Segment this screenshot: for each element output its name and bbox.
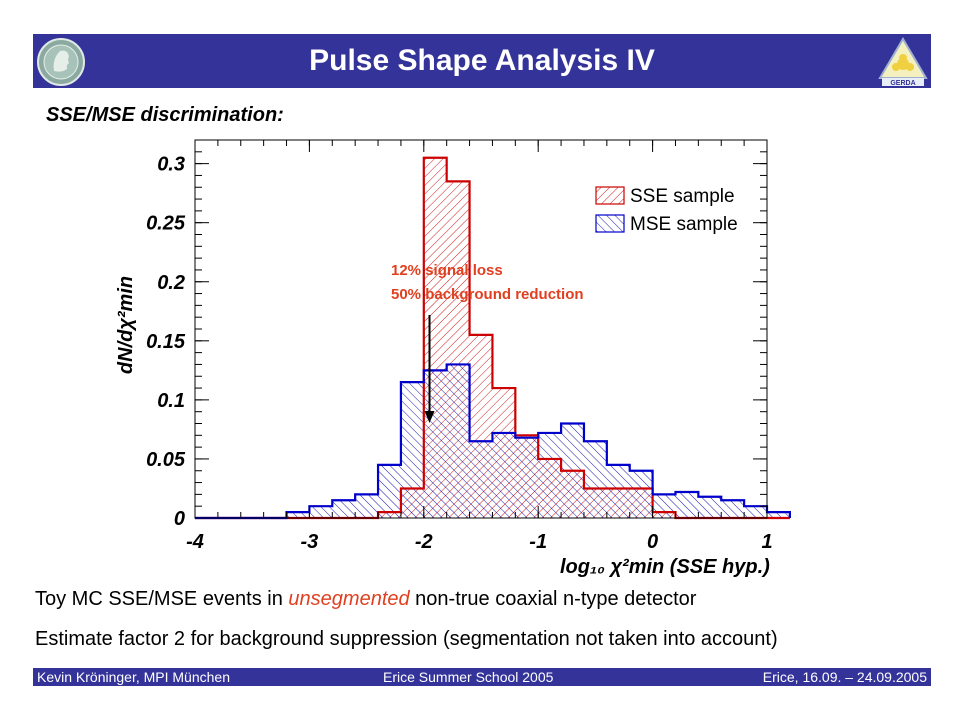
histogram-bin-mse [515, 437, 539, 518]
histogram-bin-mse [629, 470, 653, 518]
x-axis-label: log₁₀ χ²min (SSE hyp.) [560, 556, 770, 578]
histogram-bin-mse [286, 512, 310, 518]
histogram-bin-mse [309, 506, 333, 518]
footer-event: Erice Summer School 2005 [383, 669, 554, 685]
body-text-line-1-a: Toy MC SSE/MSE events in [35, 588, 289, 610]
histogram-bin-mse [698, 496, 722, 518]
y-axis-label: dN/dχ²min [115, 276, 137, 374]
y-tick-label: 0.2 [157, 272, 185, 294]
y-tick-label: 0.05 [146, 449, 186, 471]
body-text-line-2: Estimate factor 2 for background suppres… [35, 628, 778, 650]
histogram-bin-mse [606, 464, 630, 518]
x-tick-label: -2 [415, 531, 433, 553]
histogram-bin-mse [446, 364, 470, 518]
annotation-arrow-head [424, 411, 435, 423]
logo-right-text: GERDA [890, 80, 915, 87]
x-tick-label: -1 [529, 531, 547, 553]
footer-date: Erice, 16.09. – 24.09.2005 [762, 669, 927, 685]
x-tick-label: -4 [186, 531, 204, 553]
histogram-bin-mse [767, 512, 790, 518]
gerda-logo-icon: GERDA [876, 36, 930, 88]
legend-swatch-mse [595, 214, 625, 233]
histogram-bin-mse [675, 492, 699, 518]
annotation: 12% signal loss 50% background reduction [391, 262, 584, 423]
y-tick-label: 0.3 [157, 154, 185, 176]
histogram-bin-mse [423, 370, 447, 518]
legend-label-mse: MSE sample [630, 214, 738, 235]
y-tick-label: 0.25 [146, 213, 186, 235]
histogram-bin-mse [538, 432, 562, 518]
y-tick-label: 0.1 [157, 390, 185, 412]
body-text-line-1-b: non-true coaxial n-type detector [409, 588, 697, 610]
mpi-logo-icon [37, 38, 85, 86]
body-text-highlight: unsegmented [288, 588, 410, 610]
annotation-line-1: 12% signal loss [391, 262, 503, 279]
x-tick-label: -3 [301, 531, 319, 553]
histogram-bin-mse [652, 494, 676, 518]
histogram-bin-mse [469, 441, 493, 518]
histogram-bin-mse [378, 464, 401, 518]
annotation-line-2: 50% background reduction [391, 286, 584, 303]
slide-title: Pulse Shape Analysis IV [309, 44, 655, 77]
histogram-bin-mse [492, 432, 516, 518]
histogram-bin-mse [355, 494, 379, 518]
y-tick-label: 0 [174, 508, 185, 530]
x-tick-label: 0 [647, 531, 658, 553]
body-text-line-1: Toy MC SSE/MSE events in unsegmented non… [35, 588, 696, 611]
legend-swatch-sse [595, 186, 625, 205]
y-tick-label: 0.15 [146, 331, 186, 353]
histogram-bin-mse [332, 500, 356, 518]
slide-subtitle: SSE/MSE discrimination: [46, 104, 284, 126]
legend: SSE sample MSE sample [595, 186, 738, 235]
histogram-bin-mse [744, 506, 767, 518]
x-tick-label: 1 [761, 531, 772, 553]
title-bar: Pulse Shape Analysis IV [33, 34, 931, 88]
legend-label-sse: SSE sample [630, 186, 735, 207]
histogram-bin-mse [583, 441, 607, 518]
footer-author: Kevin Kröninger, MPI München [37, 669, 230, 685]
histogram-bin-mse [400, 382, 424, 518]
histogram-outline-mse [195, 363, 791, 520]
histogram-bin-mse [721, 500, 745, 518]
histogram-chart: -4 -3 -2 -1 0 1 0 0.05 0.1 0.15 0.2 0.25 0.3 dN/dχ²m… [115, 139, 791, 578]
footer-bar: Kevin Kröninger, MPI München Erice Summe… [33, 668, 931, 686]
